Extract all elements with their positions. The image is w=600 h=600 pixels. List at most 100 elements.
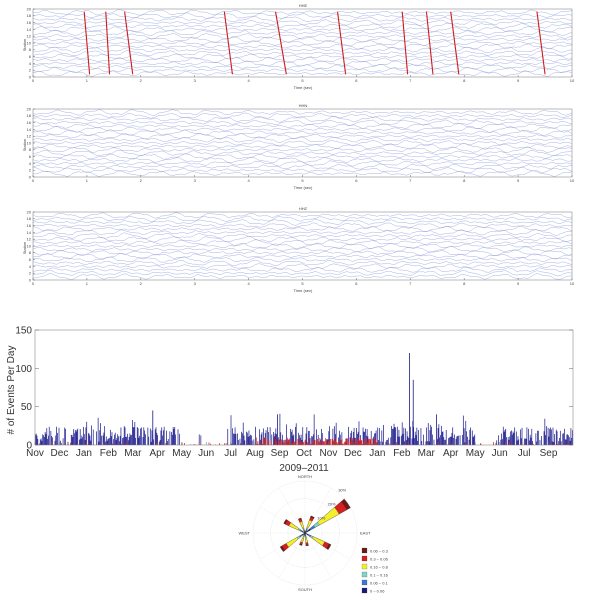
bar-total [437,427,439,445]
x-tick-label: 4 [247,78,250,83]
bar-total [514,427,516,445]
bar-red [156,442,158,445]
bar-red [340,439,342,445]
bar-total [541,436,542,445]
bar-red [334,439,335,445]
bar-total [92,429,94,445]
station-trace [33,40,573,47]
bar-total [36,435,38,445]
events-per-day-chart: # of Events Per Day 2009–2011 0 50 100 150 N… [6,326,574,474]
bar-total [312,436,313,445]
bar-red [325,438,326,445]
bar-red [259,442,260,445]
bar-total [451,432,453,445]
bar-total [501,433,502,445]
bar-total [79,439,80,445]
bar-total [151,430,153,445]
bar-total [105,441,106,445]
bar-red [349,437,351,445]
bar-total [140,427,142,445]
bar-red [375,438,377,445]
bar-red [295,443,296,445]
bar-total [378,439,379,445]
bar-total [72,436,74,445]
bar-total [200,435,202,445]
station-trace [32,239,573,246]
bar-total [406,431,408,445]
bar-total [198,434,200,445]
bar-total [341,432,343,445]
bar-total [250,434,251,445]
bar-red [159,443,161,445]
bar-red [299,438,300,445]
bar-red [103,442,105,445]
station-trace [32,136,573,143]
bar-total [64,427,66,445]
bar-red [369,438,370,445]
month-label: Jun [198,448,214,459]
y-tick-label: 18 [27,13,32,18]
bar-total [549,428,551,445]
y-tick-label: 12 [27,34,32,39]
bar-total [89,435,91,445]
bar-total [358,421,360,445]
bar-red [361,440,362,445]
bar-total [560,441,562,445]
bar-red [357,437,359,445]
bar-total [529,434,531,445]
bar-total [334,426,335,445]
bar-total [566,434,568,445]
x-tick-label: 10 [570,281,575,286]
bar-red [287,439,289,445]
bar-total [450,436,452,445]
bar-total [255,426,256,445]
legend-label: 0.1 – 0.16 [370,572,389,577]
bar-total [414,431,416,445]
bar-total [114,432,116,445]
bar-total [502,426,504,445]
bar-red [337,443,339,445]
seismogram-hhn-panel: HHN Time (sec) Station 0 1 2 3 4 5 6 7 8 9 1002468… [22,103,575,190]
bar-total [70,435,72,445]
bar-total [363,431,365,445]
bar-red [290,443,292,445]
bar-red [568,442,569,445]
bar-total [465,420,467,445]
bar-total [524,438,525,445]
bar-red [376,442,378,445]
bar-red [524,442,525,445]
bar-total [253,439,255,445]
bar-red [509,442,511,445]
bar-total [269,427,271,445]
bar-red [225,443,227,445]
x-tick-label: 0 [32,178,35,183]
bar-red [198,442,200,445]
bar-red [277,438,279,445]
station-trace [32,119,573,126]
bar-red [371,443,373,445]
bar-red [210,443,211,445]
bar-peak [277,414,278,445]
bar-total [525,438,527,445]
bar-red [264,437,266,445]
x-tick-label: 10 [570,178,575,183]
legend-swatch [361,571,368,578]
bar-total [122,438,123,445]
bar-total [48,426,50,445]
bar-red [208,442,210,445]
bar-total [571,437,573,445]
bar-red [298,443,300,445]
bar-total [509,436,511,445]
bar-total [271,434,273,445]
bar-red [322,441,324,445]
bar-total [140,428,141,445]
bar-total [275,428,277,445]
bar-red [511,442,512,445]
bar-total [128,437,130,445]
bar-red [339,442,340,445]
bar-total [232,428,233,445]
bar-total [55,435,57,445]
bar-total [123,437,124,445]
bar-total [37,438,39,445]
bar-total [426,427,427,445]
